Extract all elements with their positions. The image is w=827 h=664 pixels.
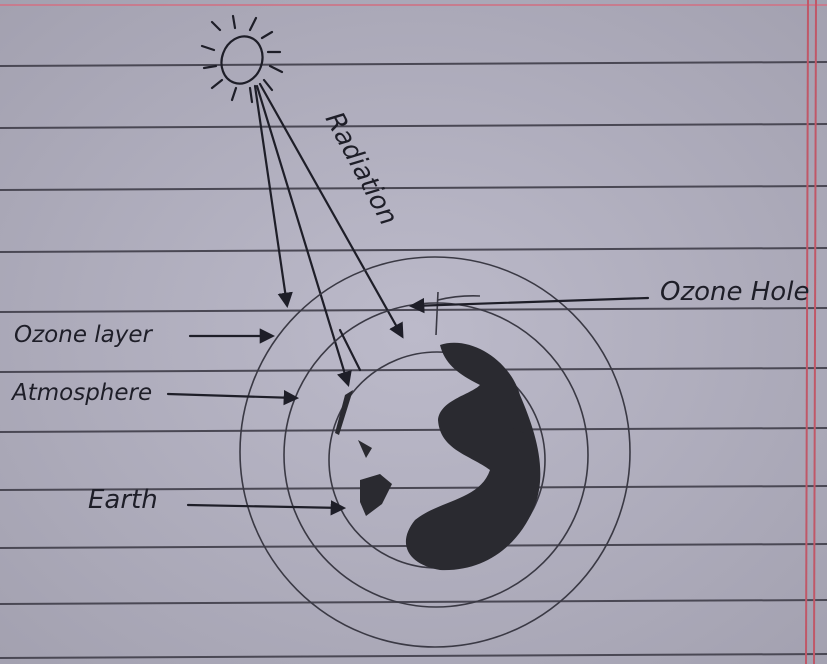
earth-label: Earth: [88, 485, 158, 515]
ozone-layer-label: Ozone layer: [14, 322, 154, 348]
atmosphere-label: Atmosphere: [10, 380, 152, 406]
diagram: Radiation Ozone Hole Ozone layer Atmosph…: [0, 0, 827, 664]
ozone-hole-label: Ozone Hole: [660, 277, 809, 307]
